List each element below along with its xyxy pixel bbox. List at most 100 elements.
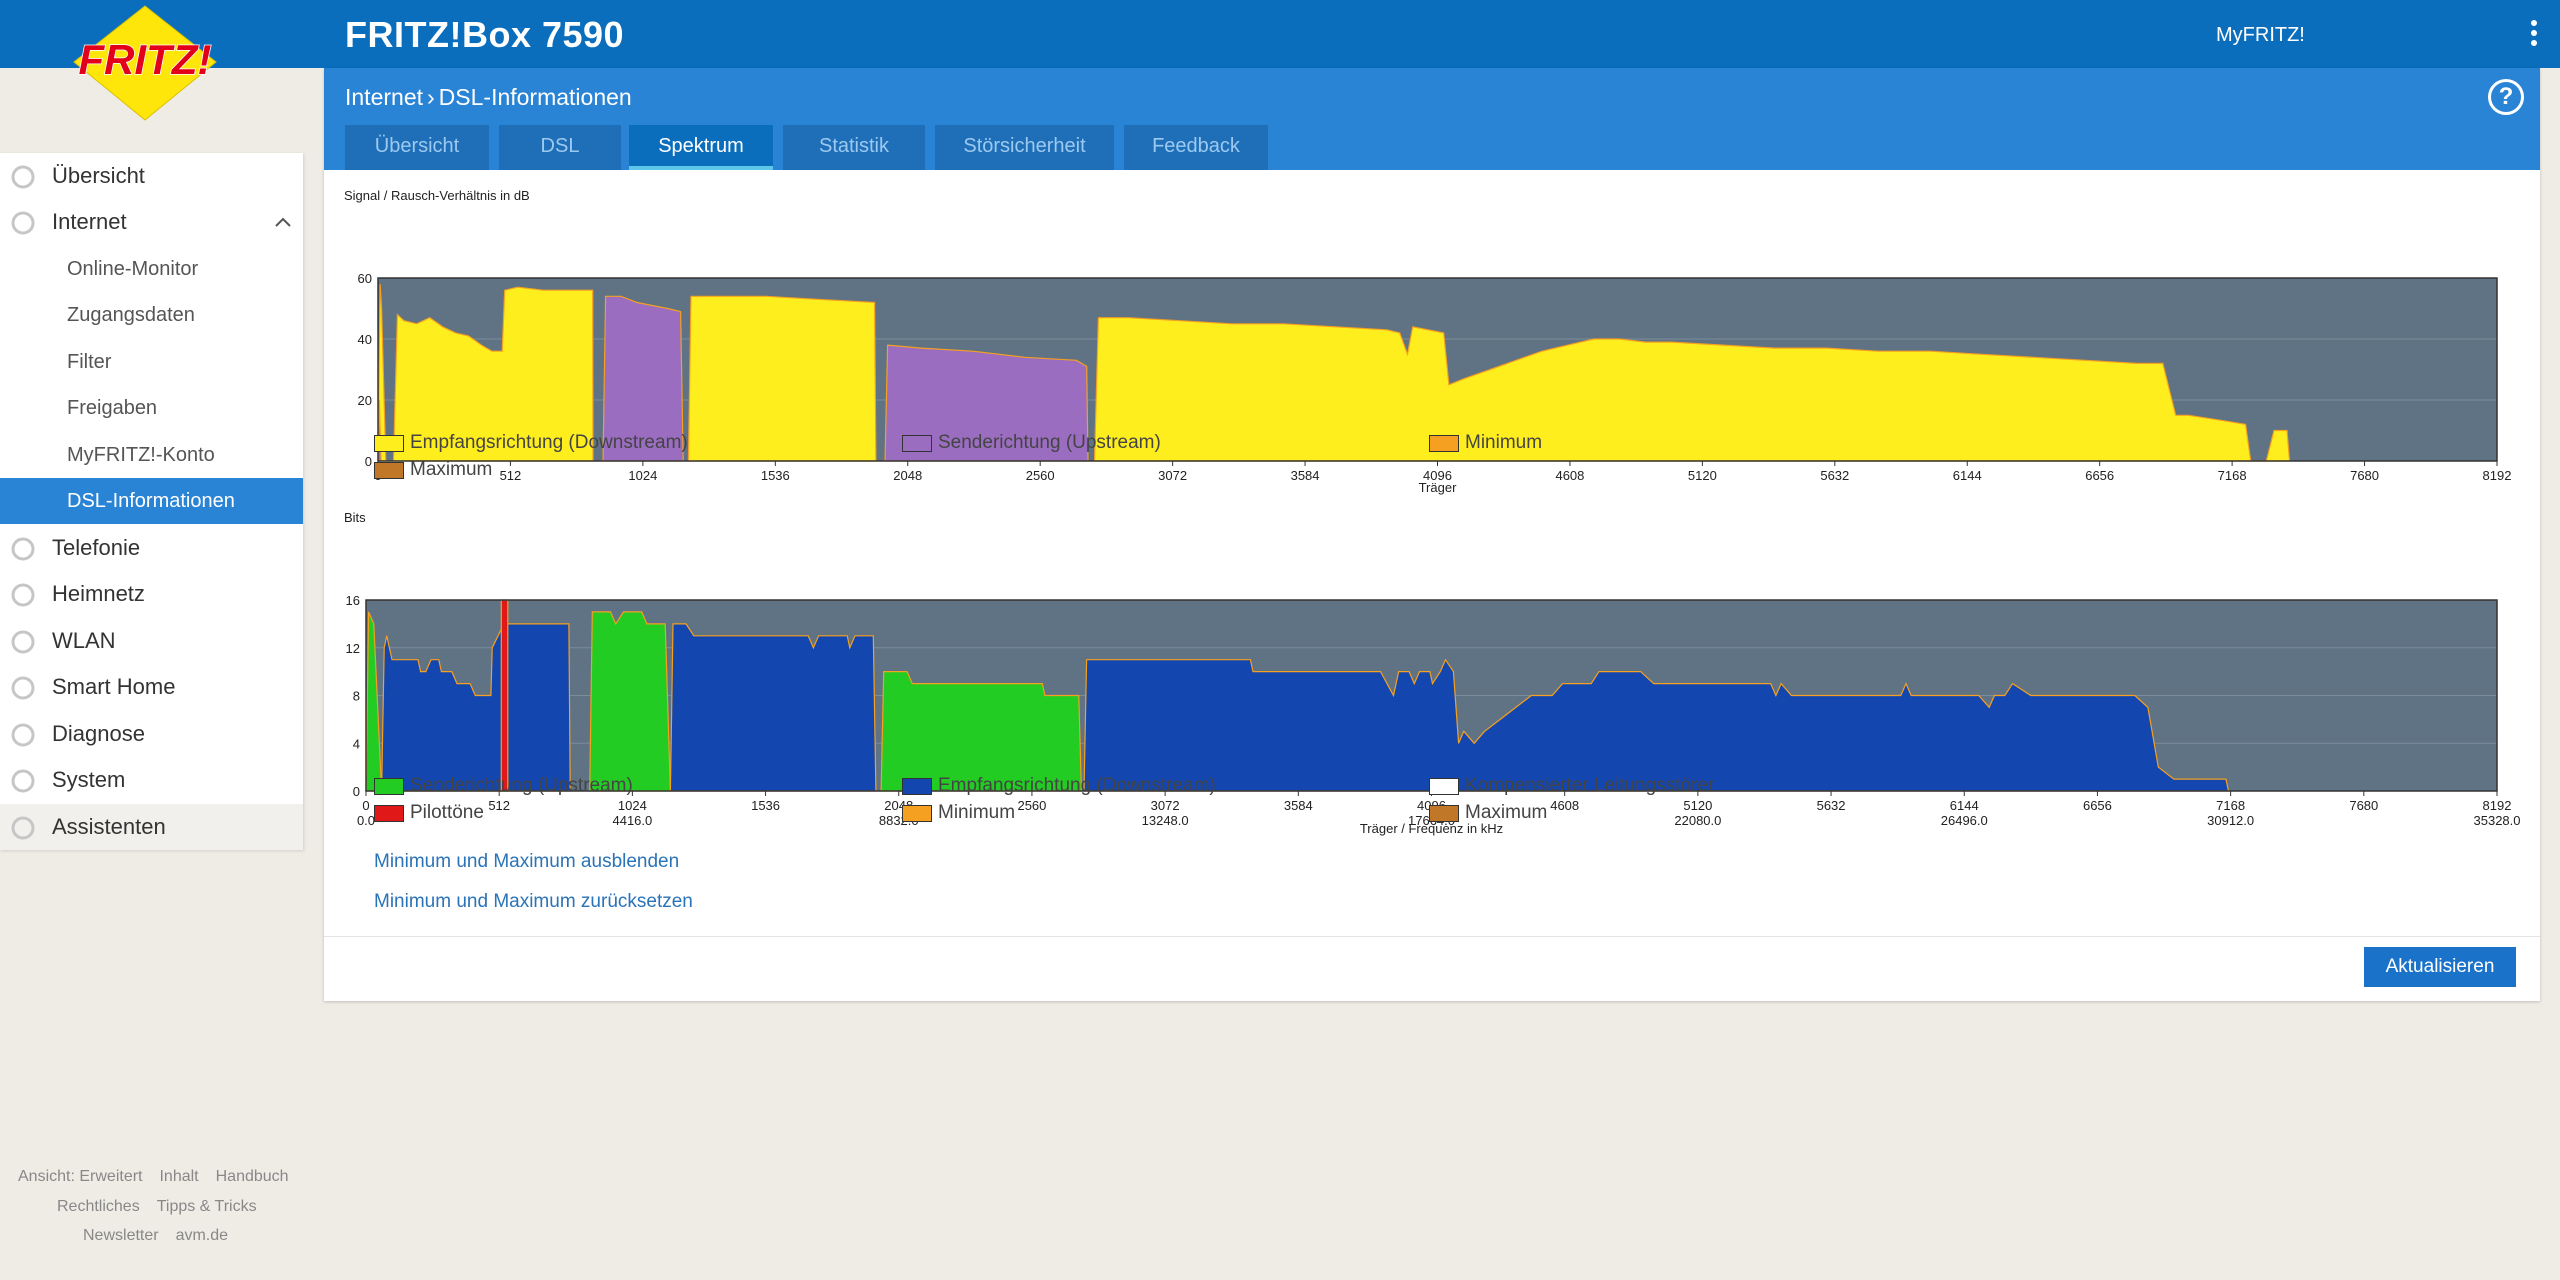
tab-dsl[interactable]: DSL — [499, 125, 621, 170]
tab-statistik[interactable]: Statistik — [783, 125, 925, 170]
footer-link[interactable]: Rechtliches — [57, 1198, 140, 1215]
x-tick-label: 6656 — [2085, 468, 2114, 483]
sidebar-item-filter[interactable]: Filter — [0, 339, 303, 385]
legend-swatch — [374, 461, 404, 479]
y-tick-label: 4 — [353, 736, 360, 751]
legend-label: Maximum — [410, 459, 493, 480]
tab-feedback[interactable]: Feedback — [1124, 125, 1268, 170]
bits-chart: 0481216051210241536204825603072358440964… — [346, 593, 2521, 836]
footer-row3: Newsletter avm.de — [83, 1227, 245, 1245]
x-tick-label: 8192 — [2483, 798, 2512, 813]
footer-link[interactable]: avm.de — [175, 1227, 229, 1244]
x-tick-label: 3584 — [1291, 468, 1320, 483]
content-header: Internet › DSL-Informationen ? Übersicht DS… — [324, 68, 2540, 170]
main-content: Internet › DSL-Informationen ? Übersicht DS… — [324, 68, 2540, 1001]
breadcrumb-current: DSL-Informationen — [438, 84, 632, 110]
legend-item: Senderichtung (Upstream) — [374, 775, 633, 797]
sidebar-item-myfritz-konto[interactable]: MyFRITZ!-Konto — [0, 432, 303, 478]
x-tick-label: 7168 — [2216, 798, 2245, 813]
y-tick-label: 40 — [358, 332, 372, 347]
x-tick-label: 512 — [500, 468, 522, 483]
sidebar-item-smart-home[interactable]: Smart Home — [0, 664, 303, 710]
x-tick-label: 1536 — [751, 798, 780, 813]
legend-swatch — [374, 434, 404, 452]
sidebar-item-assistenten[interactable]: Assistenten — [0, 804, 303, 850]
legend-item: Senderichtung (Upstream) — [902, 432, 1161, 454]
x-tick-label: 2560 — [1026, 468, 1055, 483]
sidebar-item-dsl-informationen[interactable]: DSL-Informationen — [0, 478, 303, 524]
bits-chart-title: Bits — [344, 510, 366, 525]
x-tick-label: 2560 — [1017, 798, 1046, 813]
sidebar-item-label: Telefonie — [52, 535, 141, 560]
tab-spektrum[interactable]: Spektrum — [629, 125, 773, 170]
reset-minmax-link[interactable]: Minimum und Maximum zurücksetzen — [374, 891, 693, 912]
sidebar-item-system[interactable]: System — [0, 757, 303, 803]
x-tick-label: 4096 — [1423, 468, 1452, 483]
sidebar-item-zugangsdaten[interactable]: Zugangsdaten — [0, 292, 303, 338]
sidebar-item-diagnose[interactable]: Diagnose — [0, 711, 303, 757]
sidebar-item-label: DSL-Informationen — [67, 489, 235, 512]
sidebar-item-heimnetz[interactable]: Heimnetz — [0, 571, 303, 617]
sidebar-item-label: WLAN — [52, 628, 116, 653]
legend-item: Empfangsrichtung (Downstream) — [374, 432, 688, 454]
sidebar-item-label: Diagnose — [52, 721, 145, 746]
help-icon[interactable]: ? — [2488, 79, 2524, 115]
sidebar-item-internet[interactable]: Internet — [0, 199, 303, 245]
sidebar-item-online-monitor[interactable]: Online-Monitor — [0, 246, 303, 292]
legend-swatch — [902, 777, 932, 795]
refresh-button[interactable]: Aktualisieren — [2364, 947, 2516, 987]
x-tick-khz-label: 4416.0 — [612, 813, 652, 828]
x-tick-label: 3072 — [1158, 468, 1187, 483]
button-divider — [324, 936, 2540, 937]
y-tick-label: 20 — [358, 393, 372, 408]
x-tick-label: 3072 — [1151, 798, 1180, 813]
breadcrumb-parent[interactable]: Internet — [345, 84, 423, 110]
myfritz-link[interactable]: MyFRITZ! — [2216, 24, 2305, 46]
legend-swatch — [1429, 777, 1459, 795]
sidebar-item-label: System — [52, 767, 126, 792]
sidebar-item-label: Freigaben — [67, 396, 158, 419]
footer-link[interactable]: Handbuch — [215, 1168, 289, 1185]
footer-link[interactable]: Inhalt — [159, 1168, 199, 1185]
x-tick-khz-label: 26496.0 — [1941, 813, 1988, 828]
series-area — [589, 611, 672, 792]
footer-row1: Ansicht: Erweitert Inhalt Handbuch — [18, 1168, 306, 1186]
chevron-up-icon[interactable] — [273, 212, 293, 232]
sidebar-item-label: MyFRITZ!-Konto — [67, 443, 215, 466]
hide-minmax-link[interactable]: Minimum und Maximum ausblenden — [374, 851, 680, 872]
tab-übersicht[interactable]: Übersicht — [345, 125, 489, 170]
x-tick-label: 5632 — [1820, 468, 1849, 483]
x-tick-khz-label: 30912.0 — [2207, 813, 2254, 828]
x-tick-label: 1024 — [628, 468, 657, 483]
sidebar-item-label: Online-Monitor — [67, 257, 199, 280]
tab-störsicherheit[interactable]: Störsicherheit — [935, 125, 1114, 170]
y-tick-label: 16 — [346, 593, 360, 608]
series-area — [687, 295, 877, 462]
fritz-logo[interactable]: FRITZ! — [70, 4, 220, 122]
snr-chart: 0204060051210241536204825603072358440964… — [358, 271, 2512, 495]
kebab-menu-icon[interactable] — [2526, 20, 2542, 50]
footer-link[interactable]: Tipps & Tricks — [156, 1198, 257, 1215]
legend-item: Minimum — [902, 802, 1015, 824]
sidebar-item-freigaben[interactable]: Freigaben — [0, 385, 303, 431]
x-tick-label: 4608 — [1555, 468, 1584, 483]
phone-icon — [11, 537, 35, 561]
x-axis-label: Träger / Frequenz in kHz — [1360, 821, 1503, 836]
series-area — [669, 623, 877, 792]
footer-link[interactable]: Newsletter — [83, 1227, 159, 1244]
footer-link[interactable]: Ansicht: Erweitert — [18, 1168, 143, 1185]
sidebar-item-telefonie[interactable]: Telefonie — [0, 525, 303, 571]
network-icon — [11, 583, 35, 607]
home-icon — [11, 165, 35, 189]
breadcrumb: Internet › DSL-Informationen — [345, 84, 632, 111]
legend-item: Pilottöne — [374, 802, 484, 824]
sidebar: Übersicht Internet Online-Monitor Zugangsda… — [0, 153, 303, 850]
series-area — [602, 295, 684, 462]
series-area — [880, 671, 1083, 792]
smart-home-icon — [11, 676, 35, 700]
y-tick-label: 60 — [358, 271, 372, 286]
x-tick-label: 4608 — [1550, 798, 1579, 813]
sidebar-item-wlan[interactable]: WLAN — [0, 618, 303, 664]
sidebar-item-übersicht[interactable]: Übersicht — [0, 153, 303, 199]
x-tick-label: 5120 — [1683, 798, 1712, 813]
